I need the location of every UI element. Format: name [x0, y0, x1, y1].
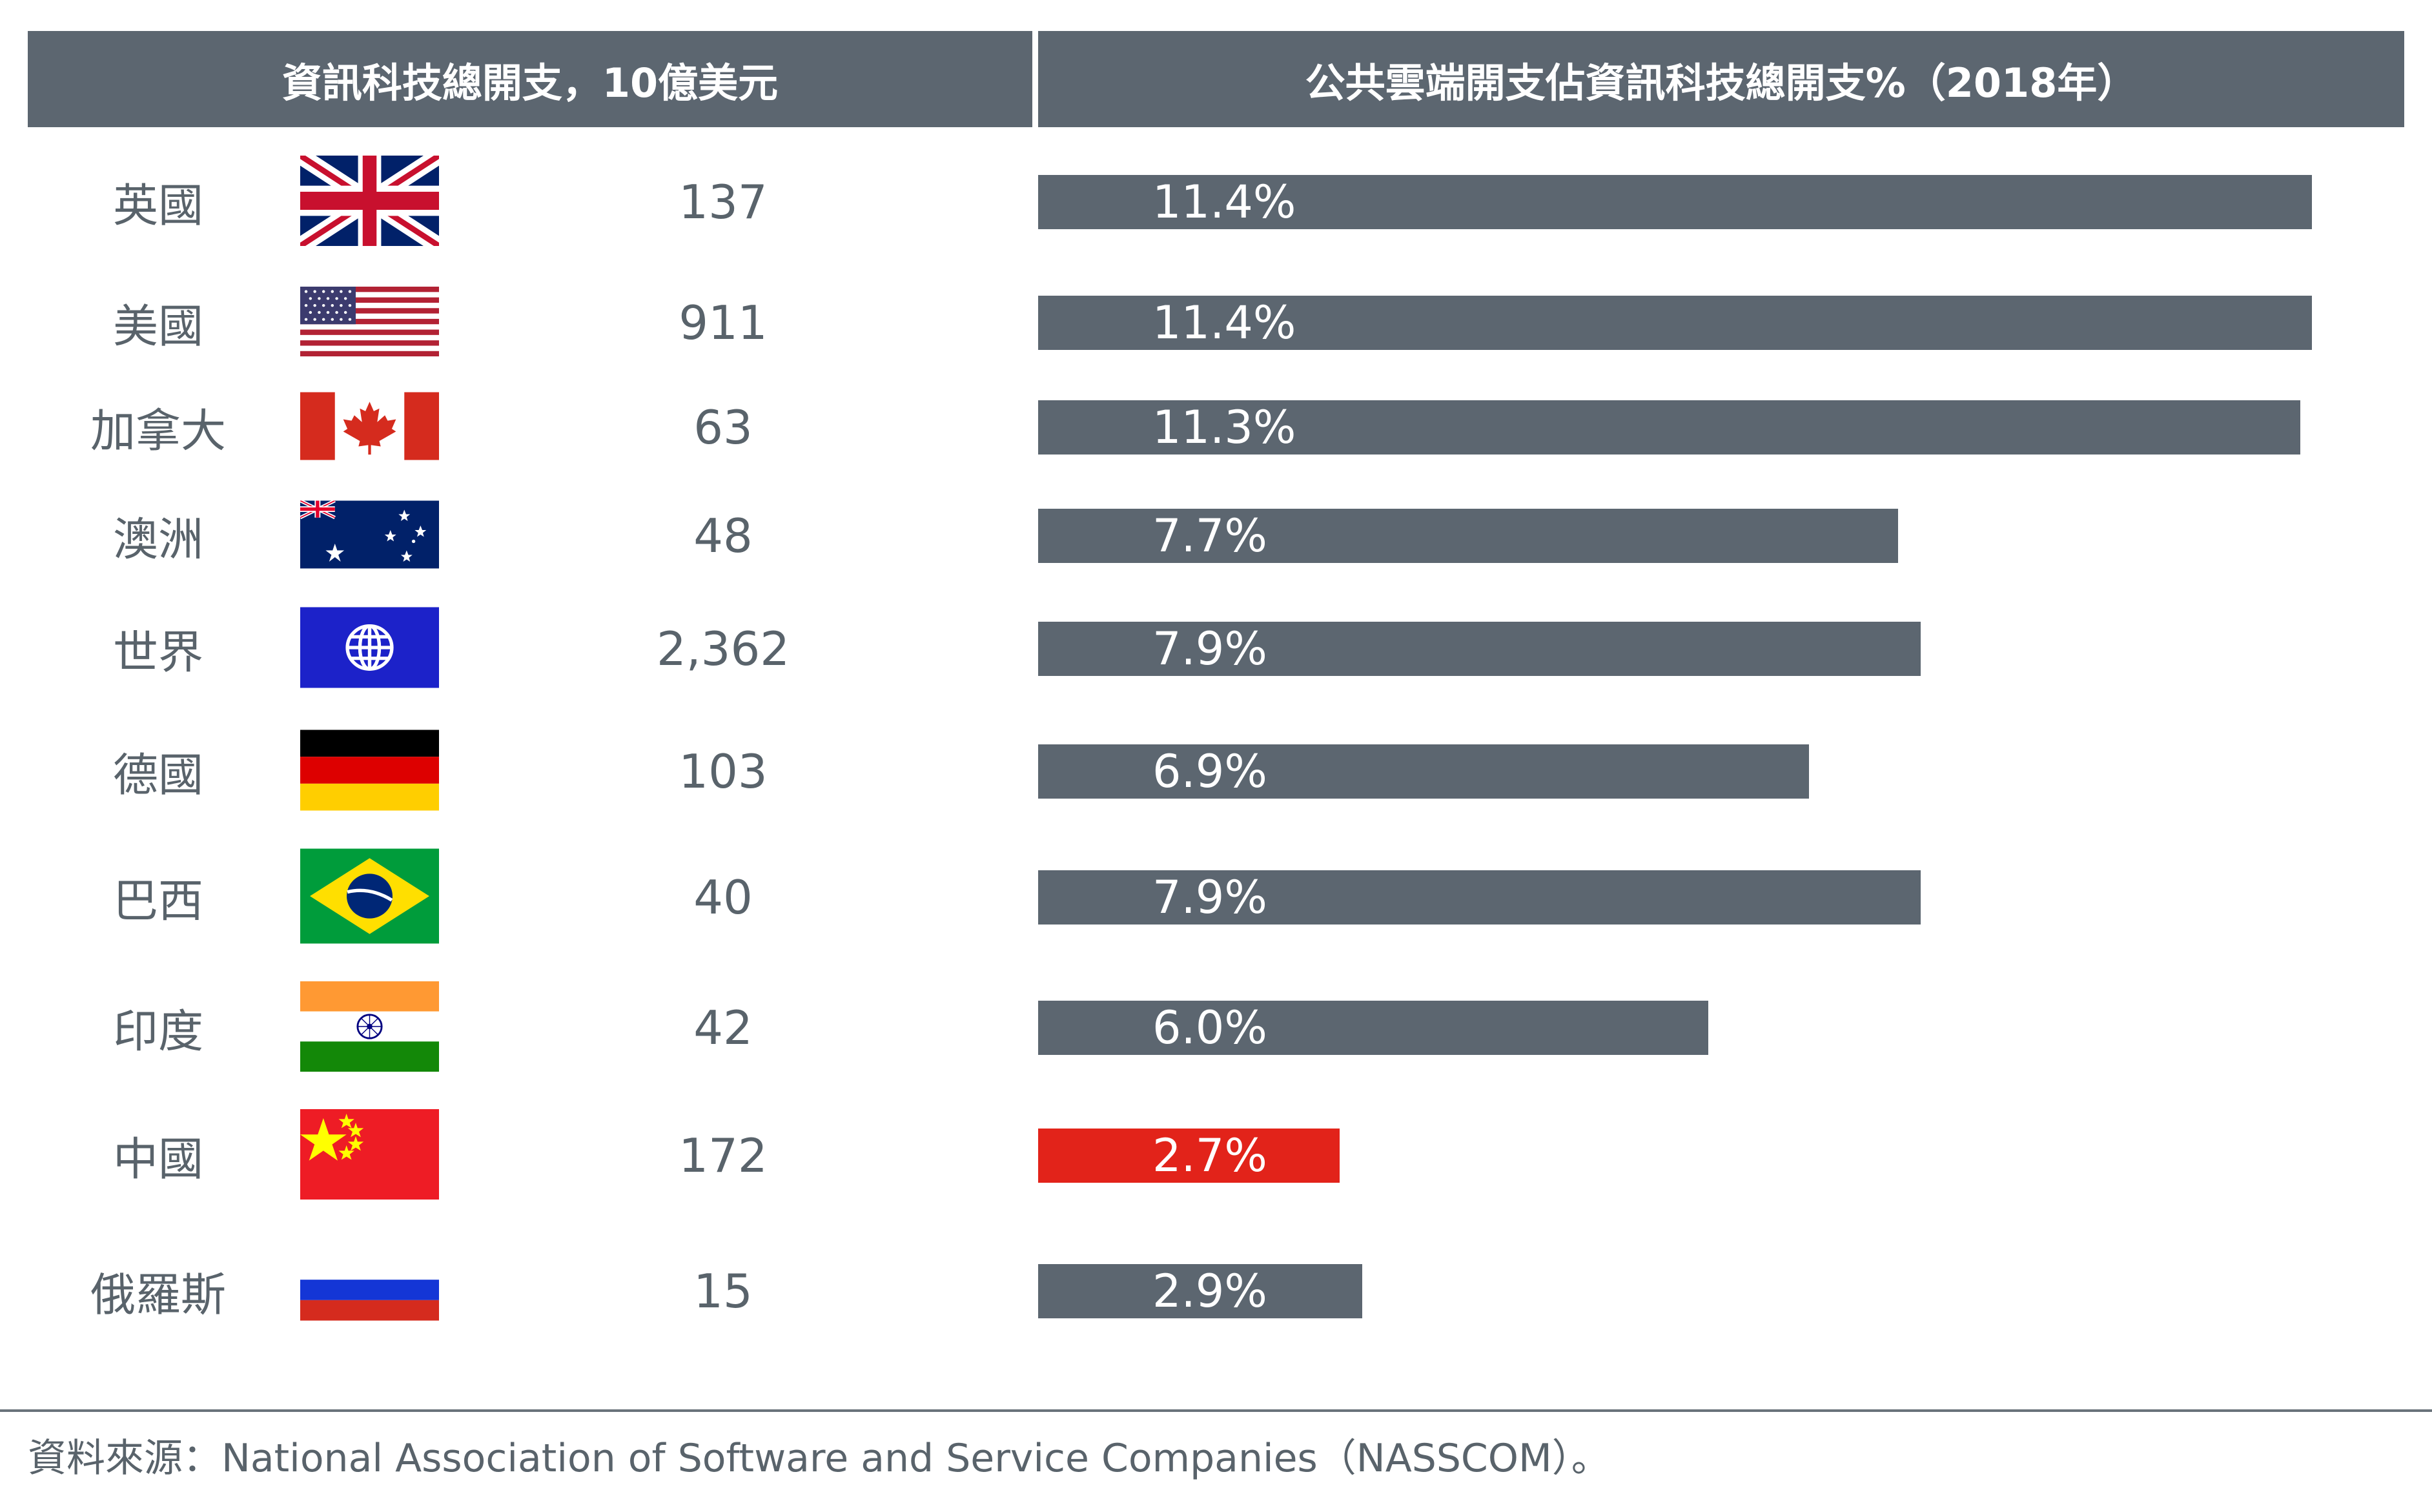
cloud-share-bar: 7.9%: [1038, 622, 1921, 676]
country-label: 世界: [113, 626, 203, 679]
country-label: 中國: [113, 1132, 203, 1186]
canada-flag: [300, 392, 439, 463]
bar-value-label: 11.4%: [1152, 176, 1296, 229]
cloud-share-bar: 2.9%: [1038, 1264, 1362, 1318]
brazil-flag: [300, 848, 439, 946]
bar-value-label: 11.4%: [1152, 296, 1296, 349]
australia-flag: [299, 499, 439, 571]
country-label: 澳洲: [113, 513, 203, 566]
cloud-share-bar: 6.0%: [1038, 1001, 1708, 1055]
header-cloud-share: 公共雲端開支佔資訊科技總開支%（2018年）: [1038, 31, 2404, 127]
it-spend-value: 103: [679, 744, 768, 799]
country-label: 加拿大: [90, 404, 226, 458]
bar-value-label: 2.9%: [1152, 1265, 1267, 1318]
bar-value-label: 7.7%: [1152, 509, 1267, 562]
it-spend-value: 42: [693, 1001, 753, 1055]
cloud-share-bar: 7.7%: [1038, 509, 1898, 563]
cloud-share-bar: 7.9%: [1038, 870, 1921, 925]
it-spend-value: 172: [679, 1129, 768, 1183]
usa-flag: [300, 287, 439, 359]
bar-value-label: 11.3%: [1152, 401, 1296, 454]
it-spend-value: 48: [693, 509, 753, 563]
country-label: 俄羅斯: [90, 1268, 226, 1322]
it-spend-value: 137: [679, 175, 768, 229]
country-label: 美國: [113, 300, 203, 353]
russia-flag: [300, 1259, 439, 1323]
it-spend-value: 15: [693, 1264, 753, 1318]
country-label: 印度: [113, 1005, 203, 1058]
bar-value-label: 2.7%: [1152, 1129, 1267, 1182]
bar-value-label: 7.9%: [1152, 622, 1267, 675]
germany-flag: [300, 730, 439, 813]
country-label: 德國: [113, 748, 203, 802]
cloud-share-bar: 11.4%: [1038, 296, 2312, 350]
world-globe-flag: [300, 607, 439, 691]
header-it-spend: 資訊科技總開支，10億美元: [28, 31, 1032, 127]
it-spend-value: 2,362: [656, 622, 790, 676]
source-note: 資料來源：National Association of Software an…: [28, 1436, 1610, 1481]
country-label: 巴西: [113, 874, 203, 928]
india-flag: [300, 981, 439, 1074]
cloud-share-bar: 11.3%: [1038, 400, 2300, 455]
it-spend-value: 40: [693, 870, 753, 925]
it-spend-value: 911: [679, 296, 768, 350]
bar-value-label: 6.0%: [1152, 1001, 1267, 1054]
uk-flag: [297, 147, 442, 254]
cloud-share-bar: 2.7%: [1038, 1129, 1340, 1183]
country-label: 英國: [113, 179, 203, 232]
bar-value-label: 6.9%: [1152, 745, 1267, 798]
cloud-share-bar: 11.4%: [1038, 175, 2312, 229]
footer-divider: [0, 1409, 2432, 1412]
cloud-share-bar: 6.9%: [1038, 744, 1809, 799]
it-spend-value: 63: [693, 400, 753, 455]
china-flag: [300, 1109, 439, 1202]
bar-value-label: 7.9%: [1152, 871, 1267, 924]
